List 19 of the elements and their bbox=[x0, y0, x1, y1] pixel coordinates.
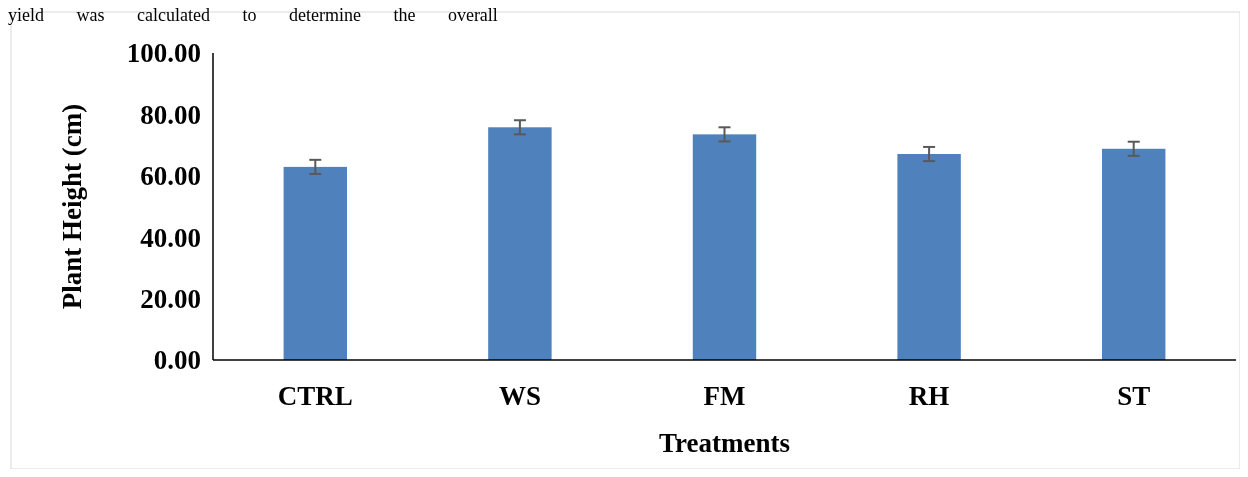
y-tick-label: 0.00 bbox=[153, 345, 201, 376]
y-tick-label: 60.00 bbox=[140, 161, 201, 192]
y-tick-label: 100.00 bbox=[126, 38, 201, 69]
y-tick-label: 40.00 bbox=[140, 222, 201, 253]
x-axis-title: Treatments bbox=[659, 428, 790, 458]
bar bbox=[897, 154, 961, 360]
x-tick-label: CTRL bbox=[277, 381, 353, 411]
bar bbox=[1101, 148, 1166, 360]
x-tick-label: ST bbox=[1117, 381, 1151, 411]
x-tick-label: WS bbox=[498, 381, 541, 411]
x-tick-label: FM bbox=[703, 381, 746, 411]
x-tick-label: RH bbox=[908, 381, 950, 411]
y-axis-title: Plant Height (cm) bbox=[57, 103, 87, 310]
y-tick-label: 80.00 bbox=[140, 99, 201, 130]
y-tick-label: 20.00 bbox=[140, 284, 201, 315]
text: yield was calculated to determine the overall bbox=[8, 5, 498, 25]
bar bbox=[283, 166, 348, 360]
bar bbox=[692, 134, 757, 360]
bar bbox=[488, 127, 552, 360]
